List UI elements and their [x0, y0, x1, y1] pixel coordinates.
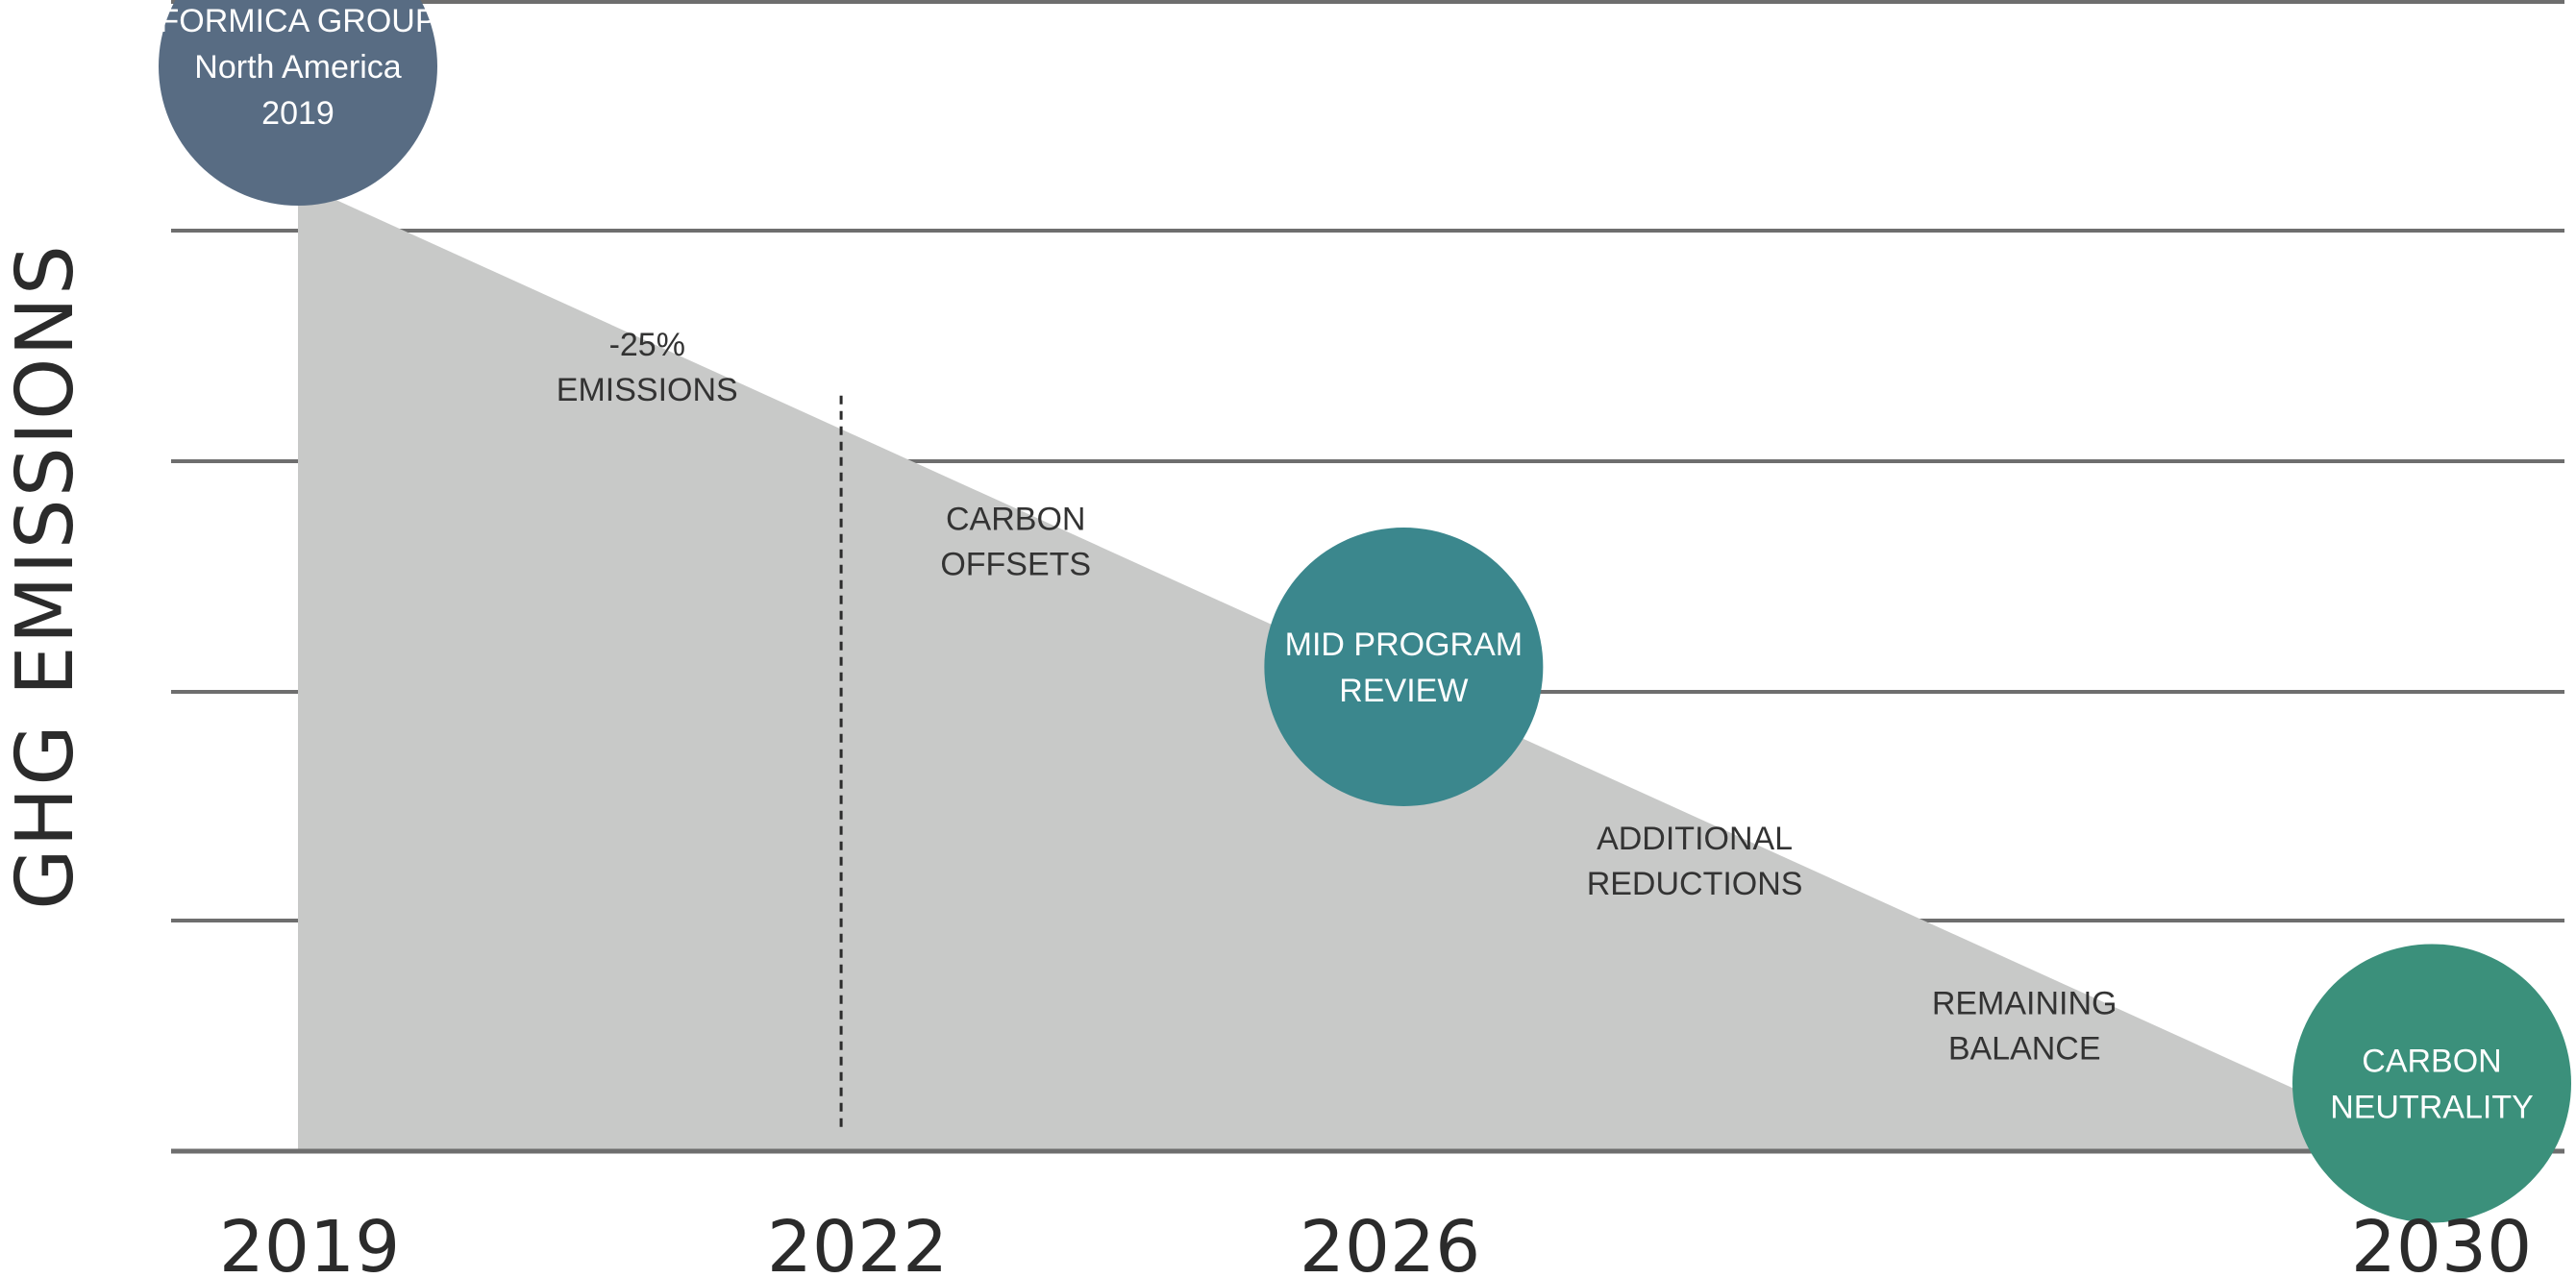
annotations: -25% EMISSIONS CARBON OFFSETS ADDITIONAL REDU…	[557, 327, 2118, 1067]
milestone-1: FORMICA GROUP North America 2019	[159, 0, 437, 206]
milestone-circle	[159, 0, 437, 206]
annotation-2: CARBON OFFSETS	[940, 501, 1091, 582]
x-tick-2030: 2030	[2351, 1206, 2532, 1278]
milestone-3: CARBON NEUTRALITY	[2292, 944, 2571, 1223]
x-tick-2022: 2022	[767, 1206, 948, 1278]
annotation-3: ADDITIONAL REDUCTIONS	[1587, 821, 1803, 902]
x-tick-2019: 2019	[219, 1206, 400, 1278]
milestone-label: MID PROGRAM REVIEW	[1285, 627, 1523, 709]
annotation-4: REMAINING BALANCE	[1932, 985, 2118, 1067]
milestone-label: CARBON NEUTRALITY	[2330, 1043, 2534, 1125]
y-axis-label: GHG EMISSIONS	[0, 243, 91, 910]
milestone-label: FORMICA GROUP North America 2019	[159, 3, 436, 132]
x-axis-ticks: 2019 2022 2026 2030	[219, 1206, 2532, 1278]
milestones: FORMICA GROUP North America 2019 MID PROGRA…	[159, 0, 2571, 1223]
milestone-2: MID PROGRAM REVIEW	[1264, 528, 1544, 806]
x-tick-2026: 2026	[1300, 1206, 1480, 1278]
milestone-circle	[1264, 528, 1544, 806]
milestone-circle	[2292, 944, 2571, 1223]
annotation-1: -25% EMISSIONS	[557, 327, 738, 408]
